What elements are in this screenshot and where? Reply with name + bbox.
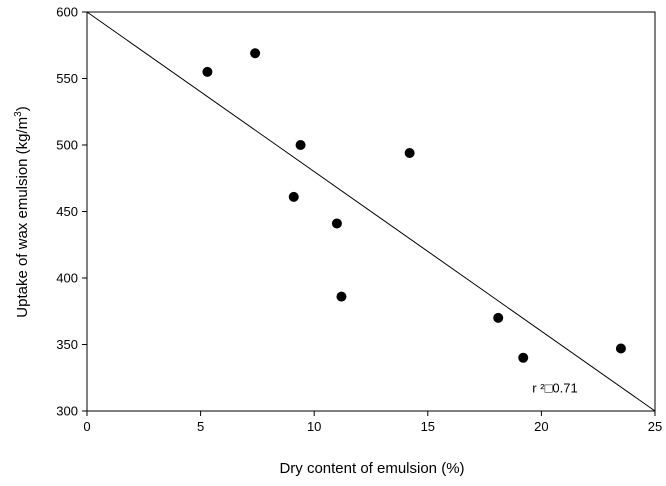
y-tick-label: 600 [56,5,78,20]
y-tick-label: 350 [56,337,78,352]
data-point [295,140,306,150]
x-tick-label: 20 [534,419,548,434]
data-point [404,147,415,158]
y-tick-label: 500 [56,138,78,153]
y-tick-label: 400 [56,271,78,286]
x-axis: 0 5 10 15 20 25 [83,411,662,434]
y-axis-title-close: ) [14,106,31,111]
data-point [493,312,504,323]
data-point [518,352,529,363]
y-axis-title: Uptake of wax emulsion (kg/m3) [13,106,31,317]
y-axis-title-superscript: 3 [13,111,24,117]
y-tick-label: 300 [56,404,78,419]
data-point [615,343,626,354]
x-tick-label: 10 [307,419,321,434]
data-points [202,48,626,363]
data-point [336,291,347,302]
x-tick-label: 15 [421,419,435,434]
data-point [288,191,299,202]
y-axis: 300 350 400 450 500 550 600 [56,5,87,419]
x-tick-label: 25 [648,419,662,434]
data-point [331,218,342,229]
y-tick-label: 450 [56,204,78,219]
regression-line [86,11,656,412]
y-axis-title-main: Uptake of wax emulsion (kg/m [14,117,31,318]
x-tick-label: 5 [197,419,204,434]
y-tick-label: 550 [56,71,78,86]
data-point [250,48,261,59]
data-point [202,66,213,77]
x-axis-title: Dry content of emulsion (%) [279,460,464,477]
x-tick-label: 0 [83,419,90,434]
r-squared-annotation: r ²□0.71 [532,380,577,395]
